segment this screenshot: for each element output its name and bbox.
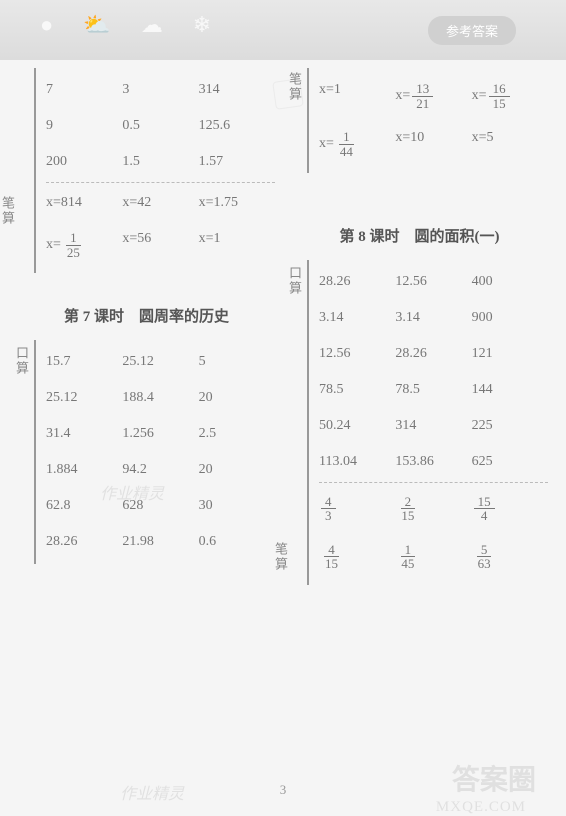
equation-row: x=144 x=10 x=5 (319, 120, 548, 168)
content: 73314 90.5125.6 2001.51.57 笔算 x=814x=42x… (0, 60, 566, 603)
left-block-1: 73314 90.5125.6 2001.51.57 笔算 x=814x=42x… (18, 68, 275, 273)
data-row: 15.725.125 (46, 344, 275, 380)
data-row: 12.5628.26121 (319, 336, 548, 372)
right-block-2: 口算 28.2612.56400 3.143.14900 12.5628.261… (291, 260, 548, 586)
divider (46, 182, 275, 183)
cloud-icon: ☁ (141, 12, 163, 38)
sun-icon: ● (40, 12, 53, 38)
data-row: 28.2621.980.6 (46, 524, 275, 560)
right-block-1: 笔算 x=1 x=1321 x=1615 x=144 x=10 x=5 (291, 68, 548, 173)
right-column: 笔算 x=1 x=1321 x=1615 x=144 x=10 x=5 第 8 … (283, 68, 556, 603)
side-label-pen: 笔算 (271, 542, 290, 572)
equation-row: x=814x=42x=1.75 (46, 185, 275, 221)
fraction-cell: x=1321 (395, 82, 471, 110)
fraction-cell: x=1615 (472, 82, 548, 110)
left-block-2-bracket: 15.725.125 25.12188.420 31.41.2562.5 1.8… (34, 340, 275, 564)
right-block-2-bracket: 28.2612.56400 3.143.14900 12.5628.26121 … (307, 260, 548, 586)
data-row: 50.24314225 (319, 408, 548, 444)
data-row: 25.12188.420 (46, 380, 275, 416)
fraction-cell: 43 (319, 495, 395, 523)
side-label-mental: 口算 (285, 266, 304, 296)
weather-icon-row: ● ⛅ ☁ ❄ (40, 12, 211, 38)
equation-row: x=1 x=1321 x=1615 (319, 72, 548, 120)
header-bar: ● ⛅ ☁ ❄ 参考答案 (0, 0, 566, 60)
data-row: 3.143.14900 (319, 300, 548, 336)
page-number: 3 (280, 782, 287, 798)
fraction-cell: 154 (472, 495, 548, 523)
fraction-cell: x=144 (319, 130, 395, 158)
left-block-2: 口算 15.725.125 25.12188.420 31.41.2562.5 … (18, 340, 275, 564)
fraction-cell: 563 (472, 543, 548, 571)
data-row: 73314 (46, 72, 275, 108)
snowflake-icon: ❄ (193, 12, 211, 38)
data-row: 113.04153.86625 (319, 444, 548, 480)
cloud-sun-icon: ⛅ (83, 12, 110, 38)
data-row: 78.578.5144 (319, 372, 548, 408)
watermark-logo: 答案圈 (452, 758, 536, 798)
data-row: 2001.51.57 (46, 144, 275, 180)
fraction-cell: 415 (319, 543, 395, 571)
data-row: 62.862830 (46, 488, 275, 524)
right-block-1-bracket: x=1 x=1321 x=1615 x=144 x=10 x=5 (307, 68, 548, 173)
lesson-7-title: 第 7 课时 圆周率的历史 (18, 291, 275, 340)
data-row: 1.88494.220 (46, 452, 275, 488)
side-label-pen: 笔算 (285, 72, 304, 102)
left-column: 73314 90.5125.6 2001.51.57 笔算 x=814x=42x… (10, 68, 283, 603)
equation-row: x=125 x=56 x=1 (46, 221, 275, 269)
data-row: 90.5125.6 (46, 108, 275, 144)
fraction-cell: 145 (395, 543, 471, 571)
side-label-mental: 口算 (12, 346, 31, 376)
fraction-row: 415 145 563 (319, 533, 548, 581)
watermark-text: 作业精灵 (120, 780, 184, 804)
data-row: 28.2612.56400 (319, 264, 548, 300)
lesson-8-title: 第 8 课时 圆的面积(一) (291, 191, 548, 260)
left-block-1-bracket: 73314 90.5125.6 2001.51.57 笔算 x=814x=42x… (34, 68, 275, 273)
data-row: 31.41.2562.5 (46, 416, 275, 452)
side-label-pen: 笔算 (0, 196, 17, 226)
watermark-url: MXQE.COM (436, 799, 526, 816)
answer-badge: 参考答案 (428, 16, 516, 45)
fraction-cell: 215 (395, 495, 471, 523)
fraction-cell: x=125 (46, 231, 122, 259)
fraction-row: 43 215 154 (319, 485, 548, 533)
divider (319, 482, 548, 483)
